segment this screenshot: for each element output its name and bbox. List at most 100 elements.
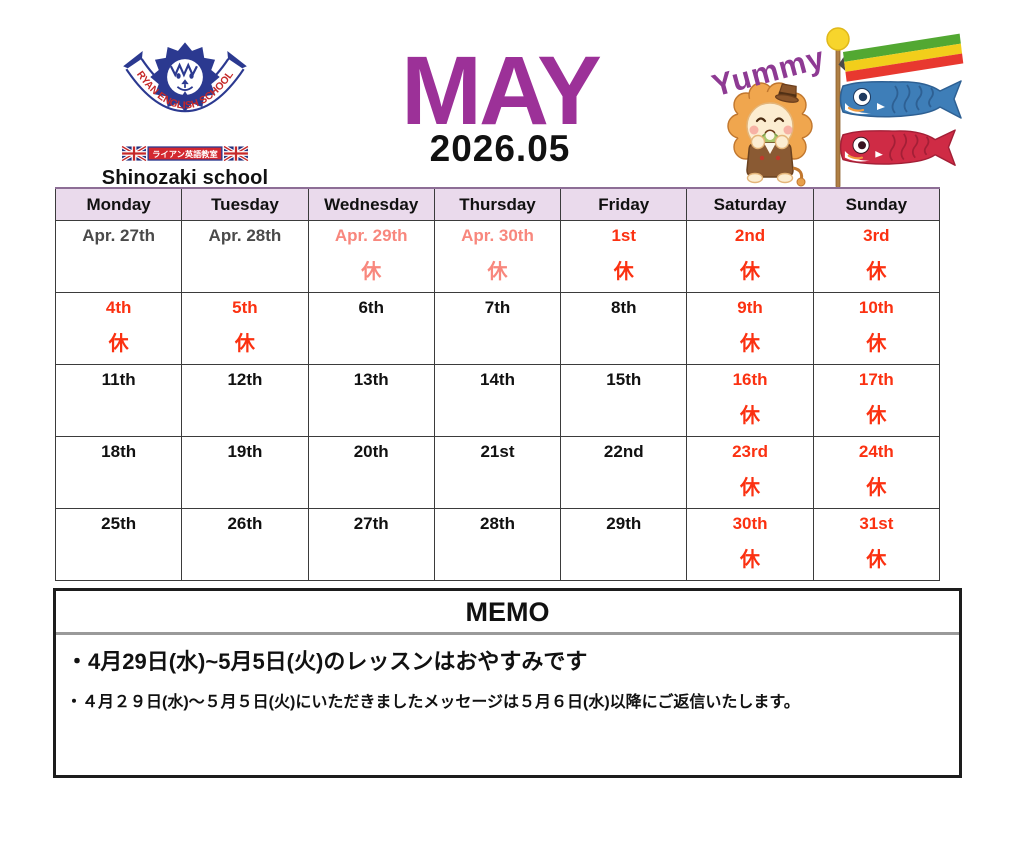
closed-mark: 休 xyxy=(740,333,761,355)
red-carp xyxy=(839,129,956,166)
date-label: 16th xyxy=(732,370,768,389)
date-label: 25th xyxy=(101,514,137,533)
date-label: 27th xyxy=(353,514,389,533)
weekday-header: Sunday xyxy=(812,187,941,221)
title-block: MAY 2026.05 xyxy=(352,36,648,170)
closed-mark: 休 xyxy=(740,261,761,283)
calendar-cell: 29th xyxy=(560,508,688,581)
calendar-cell: 30th 休 xyxy=(686,508,814,581)
closed-mark: 休 xyxy=(740,477,761,499)
weekday-header: Saturday xyxy=(686,187,814,221)
calendar-cell: 5th 休 xyxy=(181,292,309,365)
date-label: Apr. 30th xyxy=(461,226,534,245)
date-label: 9th xyxy=(737,298,763,317)
date-label: 2nd xyxy=(734,226,766,245)
calendar-cell: 19th xyxy=(181,436,309,509)
week-row: Apr. 27th Apr. 28th Apr. 29th 休 Apr. 30th… xyxy=(54,220,941,293)
calendar-cell: 7th xyxy=(433,292,562,365)
flag-pole xyxy=(826,27,850,188)
week-row: 18th 19th 20th 21st 22nd 23rd 休 24th 休 xyxy=(54,436,941,509)
memo-box: MEMO ・4月29日(水)~5月5日(火)のレッスンはおやすみです ・４月２９… xyxy=(53,588,962,778)
calendar-cell: 27th xyxy=(307,508,435,581)
calendar-cell: 17th 休 xyxy=(812,364,941,437)
date-label: 22nd xyxy=(603,442,644,461)
date-label: 20th xyxy=(353,442,389,461)
calendar-cell: 28th xyxy=(433,508,562,581)
date-label: 17th xyxy=(858,370,894,389)
closed-mark: 休 xyxy=(487,261,508,283)
calendar-table: Monday Tuesday Wednesday Thursday Friday… xyxy=(54,187,941,581)
memo-divider xyxy=(56,632,959,635)
calendar-cell: 3rd 休 xyxy=(812,220,941,293)
japanese-banner: ライアン英語教室 xyxy=(122,146,248,160)
weekday-header: Tuesday xyxy=(181,187,309,221)
lion-mascot xyxy=(727,82,813,187)
date-label: 11th xyxy=(101,370,136,389)
date-label: 3rd xyxy=(863,226,890,245)
weekday-header: Friday xyxy=(560,187,688,221)
calendar-cell: 31st 休 xyxy=(812,508,941,581)
date-label: Apr. 27th xyxy=(82,226,156,245)
closed-mark: 休 xyxy=(361,261,382,283)
date-label: 18th xyxy=(101,442,137,461)
date-label: 6th xyxy=(358,298,384,317)
date-label: Apr. 28th xyxy=(208,226,282,245)
calendar-cell: 10th 休 xyxy=(812,292,941,365)
calendar-cell: Apr. 28th xyxy=(181,220,309,293)
date-label: 21st xyxy=(480,442,515,461)
week-row: 25th 26th 27th 28th 29th 30th 休 31st 休 xyxy=(54,508,941,581)
koinobori-illustration xyxy=(727,27,964,188)
date-label: 14th xyxy=(480,370,515,389)
calendar-cell: 18th xyxy=(54,436,183,509)
closed-mark: 休 xyxy=(866,549,887,571)
weekday-header: Thursday xyxy=(433,187,562,221)
calendar-cell: 6th xyxy=(307,292,435,365)
date-label: 7th xyxy=(484,298,511,317)
calendar-cell: Apr. 27th xyxy=(54,220,183,293)
date-label: 23rd xyxy=(732,442,768,461)
date-label: 15th xyxy=(606,370,642,389)
date-label: 5th xyxy=(232,298,258,317)
calendar-cell: 24th 休 xyxy=(812,436,941,509)
calendar-cell: 2nd 休 xyxy=(686,220,814,293)
month-title: MAY xyxy=(401,36,602,145)
memo-title: MEMO xyxy=(465,597,550,627)
closed-mark: 休 xyxy=(866,333,887,355)
weekday-header-row: Monday Tuesday Wednesday Thursday Friday… xyxy=(54,187,941,221)
memo-line: ・4月29日(水)~5月5日(火)のレッスンはおやすみです xyxy=(66,649,588,674)
school-logo-block: RYAN ENGLISH SCHOOL ライアン英語教室 Shinozaki s… xyxy=(75,38,295,190)
calendar-cell: 21st xyxy=(433,436,562,509)
blue-carp xyxy=(839,80,962,119)
weekday-header: Monday xyxy=(54,187,183,221)
calendar-cell: 8th xyxy=(560,292,688,365)
calendar-cell: 1st 休 xyxy=(560,220,688,293)
calendar-cell: Apr. 29th 休 xyxy=(307,220,435,293)
closed-mark: 休 xyxy=(866,261,887,283)
calendar-cell: Apr. 30th 休 xyxy=(433,220,562,293)
calendar-cell: 16th 休 xyxy=(686,364,814,437)
date-label: 19th xyxy=(227,442,263,461)
date-label: 29th xyxy=(606,514,642,533)
date-label: 8th xyxy=(611,298,637,317)
calendar-cell: 26th xyxy=(181,508,309,581)
calendar-cell: 20th xyxy=(307,436,435,509)
date-label: 4th xyxy=(105,298,132,317)
closed-mark: 休 xyxy=(108,333,129,355)
calendar-cell: 22nd xyxy=(560,436,688,509)
lion-head xyxy=(150,42,220,112)
closed-mark: 休 xyxy=(866,405,887,427)
date-label: 1st xyxy=(611,226,637,245)
calendar-cell: 12th xyxy=(181,364,309,437)
closed-mark: 休 xyxy=(866,477,887,499)
hat-icon xyxy=(774,83,799,103)
date-label: 31st xyxy=(859,514,894,533)
calendar-cell: 13th xyxy=(307,364,435,437)
date-label: 24th xyxy=(858,442,894,461)
closed-mark: 休 xyxy=(740,549,761,571)
streamer-flag xyxy=(838,33,964,82)
calendar-cell: 23rd 休 xyxy=(686,436,814,509)
closed-mark: 休 xyxy=(740,405,761,427)
date-label: Apr. 29th xyxy=(334,226,408,245)
week-row: 11th 12th 13th 14th 15th 16th 休 17th 休 xyxy=(54,364,941,437)
